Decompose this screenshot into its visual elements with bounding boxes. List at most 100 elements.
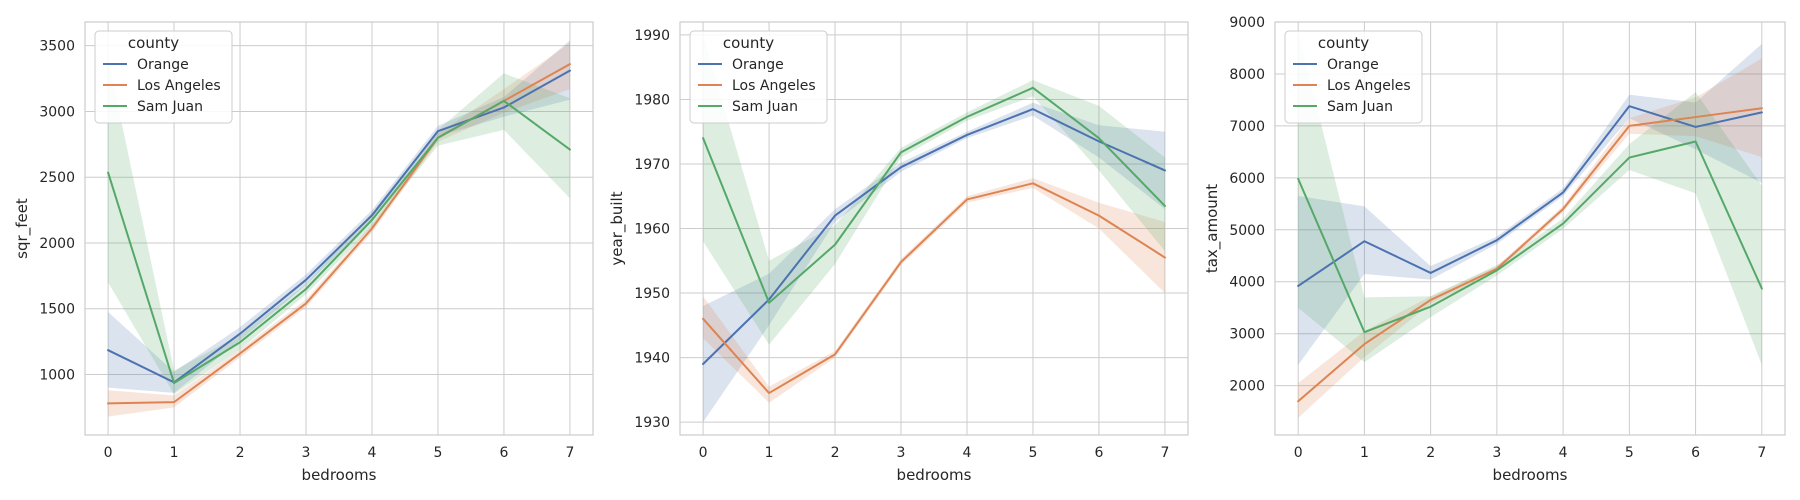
y-tick-label: 2000: [39, 236, 75, 252]
data-point: [768, 392, 770, 394]
data-point: [1628, 105, 1631, 108]
data-point: [1164, 205, 1166, 207]
x-axis-label: bedrooms: [302, 466, 377, 484]
data-point: [834, 353, 836, 356]
y-axis-label: tax_amount: [1203, 184, 1222, 273]
data-point: [173, 382, 175, 384]
data-point: [1363, 331, 1366, 334]
data-point: [1429, 299, 1432, 301]
legend: county Orange Los Angeles Sam Juan: [689, 30, 828, 124]
x-tick-label: 4: [368, 445, 377, 461]
y-tick-label: 3000: [39, 104, 75, 120]
data-point: [569, 148, 571, 151]
x-tick-label: 3: [1492, 445, 1501, 461]
y-tick-label: 6000: [1229, 171, 1265, 187]
y-tick-label: 1500: [39, 302, 75, 318]
data-point: [1164, 256, 1166, 259]
y-tick-label: 8000: [1229, 67, 1265, 83]
x-tick-label: 2: [236, 445, 245, 461]
x-tick-label: 6: [499, 445, 508, 461]
confidence-band-series-1: [703, 178, 1165, 403]
data-point: [503, 100, 505, 102]
data-point: [1760, 287, 1763, 290]
series-line-1: [1297, 107, 1763, 403]
legend-entry: Orange: [137, 57, 189, 73]
data-point: [1098, 140, 1100, 143]
data-point: [1562, 222, 1565, 225]
confidence-band-series-2: [108, 58, 570, 395]
legend-box: [1284, 30, 1423, 124]
data-point: [1694, 126, 1697, 128]
legend: county Orange Los Angeles Sam Juan: [94, 30, 233, 124]
y-tick-label: 3500: [39, 39, 75, 55]
data-point: [1429, 305, 1432, 308]
data-point: [1297, 400, 1300, 403]
data-point: [900, 166, 902, 169]
data-point: [1297, 285, 1300, 287]
legend-entry: Orange: [732, 57, 784, 73]
data-point: [1098, 214, 1100, 217]
data-point: [1694, 116, 1697, 118]
y-tick-label: 2500: [39, 170, 75, 186]
data-point: [1098, 137, 1100, 140]
legend-entry: Los Angeles: [1327, 78, 1411, 94]
x-tick-label: 7: [1757, 445, 1766, 461]
series-line-2: [702, 86, 1166, 304]
x-tick-label: 0: [104, 445, 113, 461]
data-point: [1628, 124, 1631, 127]
y-tick-label: 4000: [1229, 275, 1265, 291]
x-tick-label: 4: [1559, 445, 1568, 461]
confidence-band-series-0: [703, 102, 1165, 423]
legend-entry: Orange: [1327, 57, 1379, 73]
y-tick-label: 1940: [634, 351, 670, 367]
legend-entry: Sam Juan: [1327, 99, 1393, 115]
series-line-0: [1297, 105, 1763, 287]
x-tick-label: 0: [699, 445, 708, 461]
legend-entry: Los Angeles: [137, 78, 221, 94]
legend-entry: Sam Juan: [732, 99, 798, 115]
data-point: [702, 317, 704, 320]
y-tick-label: 1960: [634, 222, 670, 238]
data-point: [437, 136, 439, 139]
legend-box: [689, 30, 828, 124]
legend-box: [94, 30, 233, 124]
data-point: [371, 214, 373, 217]
data-point: [1694, 140, 1697, 143]
confidence-band-series-2: [703, 34, 1165, 345]
series-line-2: [1297, 140, 1763, 334]
data-point: [239, 352, 241, 355]
data-point: [305, 288, 307, 290]
x-tick-label: 6: [1094, 445, 1103, 461]
x-tick-label: 1: [765, 445, 774, 461]
y-tick-label: 1930: [634, 415, 670, 431]
x-tick-label: 3: [897, 445, 906, 461]
x-tick-label: 2: [1426, 445, 1435, 461]
confidence-band-series-1: [108, 43, 570, 417]
legend-title: county: [723, 34, 774, 52]
data-point: [1628, 156, 1631, 159]
y-tick-label: 1970: [634, 157, 670, 173]
y-tick-label: 7000: [1229, 119, 1265, 135]
x-tick-label: 2: [831, 445, 840, 461]
data-point: [1760, 111, 1763, 114]
data-point: [239, 341, 241, 344]
data-point: [1164, 169, 1166, 172]
legend-title: county: [128, 34, 179, 52]
data-point: [305, 278, 307, 281]
data-point: [503, 106, 505, 109]
data-point: [107, 349, 109, 352]
data-point: [107, 171, 109, 174]
chart-panel-2: 0 1 2 3 4 5 6 7 2000 3000 4000 5000 6000 7000 8000 9000…: [1203, 15, 1786, 484]
series-line-1: [702, 182, 1166, 395]
data-point: [702, 363, 704, 365]
x-tick-label: 5: [1625, 445, 1634, 461]
data-point: [1562, 208, 1565, 210]
data-point: [702, 137, 704, 140]
y-tick-label: 2000: [1229, 379, 1265, 395]
data-point: [900, 261, 902, 263]
data-point: [107, 402, 109, 405]
x-tick-label: 3: [302, 445, 311, 461]
x-tick-label: 4: [963, 445, 972, 461]
x-tick-label: 1: [1360, 445, 1369, 461]
legend: county Orange Los Angeles Sam Juan: [1284, 30, 1423, 124]
